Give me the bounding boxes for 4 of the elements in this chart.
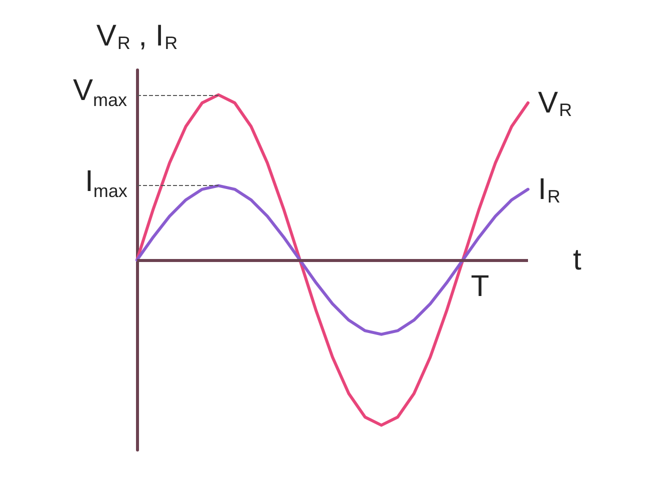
text: I$_{max}$	[85, 165, 128, 202]
annotation: T	[470, 270, 490, 303]
x-axis-title: t	[573, 244, 582, 276]
text: V$_{max}$	[73, 74, 128, 110]
